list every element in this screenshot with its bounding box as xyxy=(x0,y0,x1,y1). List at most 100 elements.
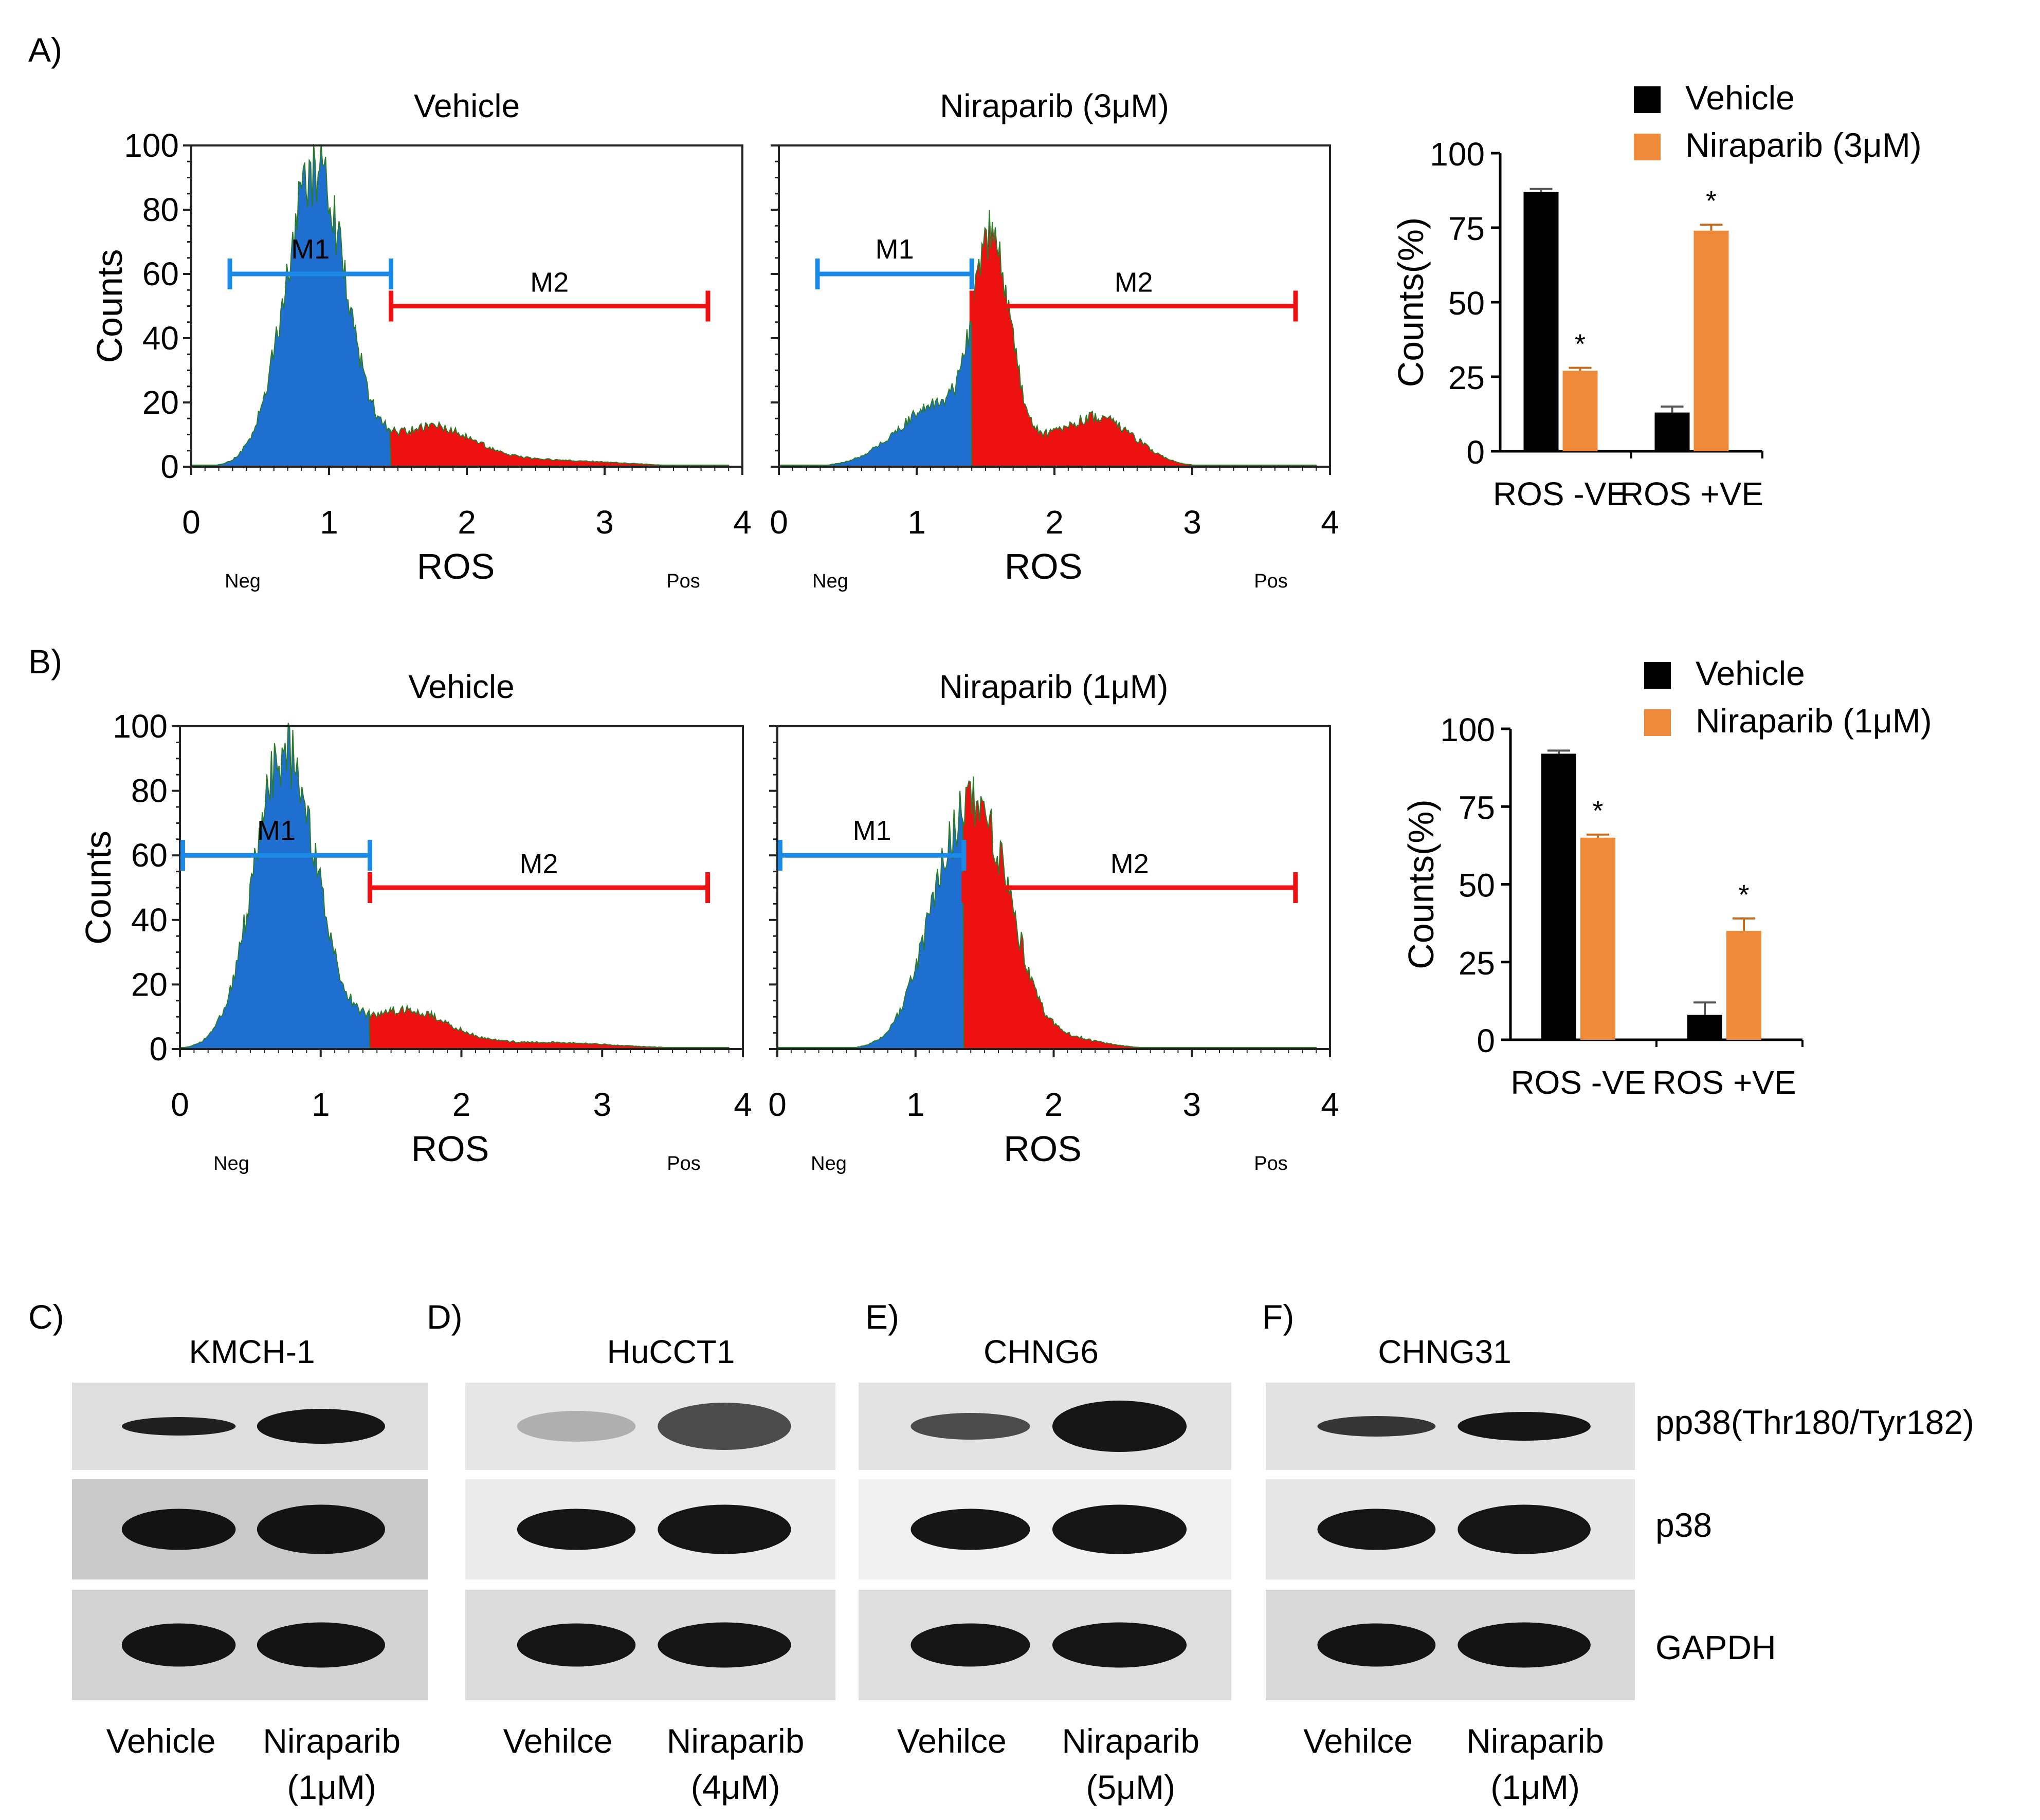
flow-histogram-a-niraparib: Niraparib (3μM) 0 1 2 3 4 ROS Neg Pos M1 M2 xyxy=(770,87,1339,592)
y-tick-label: 100 xyxy=(124,127,179,164)
histogram-positive-area xyxy=(971,210,1317,467)
protein-band xyxy=(1317,1416,1436,1437)
histogram-negative-area xyxy=(191,144,392,467)
x-tick-label: 3 xyxy=(595,504,614,541)
protein-label: pp38(Thr180/Tyr182) xyxy=(1655,1403,1974,1441)
x-tick-label: 4 xyxy=(1321,504,1339,541)
y-tick-label: 25 xyxy=(1448,359,1485,396)
cell-line-name: KMCH-1 xyxy=(189,1333,315,1370)
y-tick-label: 40 xyxy=(142,320,179,357)
bar-1-1 xyxy=(1726,931,1761,1040)
x-tick-label: 4 xyxy=(734,1086,752,1123)
y-tick-label: 20 xyxy=(131,966,168,1003)
bar-0-0 xyxy=(1523,192,1559,451)
y-tick-label: 100 xyxy=(1430,136,1485,173)
y-tick-label: 50 xyxy=(1448,285,1485,322)
protein-band xyxy=(1458,1412,1591,1441)
protein-band xyxy=(121,1623,236,1667)
legend-label: Vehicle xyxy=(1685,79,1795,117)
y-tick-label: 20 xyxy=(142,384,179,421)
panel-label-b: B) xyxy=(28,642,62,681)
y-tick-label: 25 xyxy=(1459,945,1495,982)
significance-mark: * xyxy=(1738,879,1749,910)
x-tick-label: 1 xyxy=(320,504,338,541)
gate-m2-label: M2 xyxy=(1110,849,1149,879)
blot-panel-label: E) xyxy=(865,1298,899,1336)
neg-label: Neg xyxy=(812,571,848,592)
lane-label: Vehilce xyxy=(1303,1722,1413,1760)
protein-band xyxy=(1458,1504,1591,1554)
bar-chart-b: 0 25 50 75 100 Counts(%) ROS -VE * ROS +VE * Vehic… xyxy=(1401,654,1932,1101)
y-tick-label: 80 xyxy=(142,191,179,228)
flow-title: Vehicle xyxy=(414,87,520,124)
protein-band xyxy=(257,1622,385,1668)
y-axis-label: Counts(%) xyxy=(1401,799,1441,969)
y-tick-label: 0 xyxy=(1466,434,1485,471)
x-tick-label: 2 xyxy=(452,1086,471,1123)
flow-histogram-b-vehicle: Vehicle 0 20 40 60 80 100 0 1 2 3 4 ROS Neg Pos Counts M… xyxy=(78,668,752,1174)
pos-label: Pos xyxy=(1254,1153,1287,1174)
y-tick-label: 80 xyxy=(131,773,168,810)
legend-swatch xyxy=(1644,662,1671,689)
pos-label: Pos xyxy=(666,571,700,592)
category-label: ROS -VE xyxy=(1493,475,1628,512)
protein-band xyxy=(658,1403,791,1450)
lane-label: (1μM) xyxy=(287,1768,376,1806)
y-tick-label: 0 xyxy=(149,1031,168,1068)
x-tick-label: 3 xyxy=(593,1086,611,1123)
x-axis-label: ROS xyxy=(1005,546,1083,586)
bar-1-1 xyxy=(1693,230,1729,451)
histogram-positive-area xyxy=(368,1004,730,1050)
protein-band xyxy=(1052,1622,1187,1668)
lane-label: Vehilce xyxy=(897,1722,1007,1760)
protein-band xyxy=(910,1623,1030,1667)
category-label: ROS +VE xyxy=(1652,1064,1796,1101)
y-tick-label: 40 xyxy=(131,902,168,939)
legend-swatch xyxy=(1634,134,1661,160)
protein-label: GAPDH xyxy=(1655,1628,1776,1666)
x-tick-label: 2 xyxy=(1045,1086,1063,1123)
protein-band xyxy=(517,1411,636,1442)
x-tick-label: 2 xyxy=(458,504,476,541)
x-tick-label: 0 xyxy=(768,1086,787,1123)
x-tick-label: 1 xyxy=(312,1086,330,1123)
histogram-positive-area xyxy=(962,776,1317,1050)
bar-0-1 xyxy=(1654,412,1690,451)
y-tick-label: 60 xyxy=(142,255,179,292)
x-axis-label: ROS xyxy=(411,1129,489,1169)
y-axis-label: Counts xyxy=(78,831,118,945)
significance-mark: * xyxy=(1592,796,1603,826)
lane-label: (5μM) xyxy=(1086,1768,1175,1806)
protein-band xyxy=(910,1509,1030,1550)
neg-label: Neg xyxy=(213,1153,249,1174)
y-axis-label: Counts(%) xyxy=(1391,217,1431,388)
protein-band xyxy=(910,1413,1030,1440)
neg-label: Neg xyxy=(225,571,261,592)
significance-mark: * xyxy=(1575,329,1586,360)
gate-m2-label: M2 xyxy=(530,267,569,298)
category-label: ROS +VE xyxy=(1620,475,1763,512)
bar-1-0 xyxy=(1580,837,1615,1040)
x-tick-label: 4 xyxy=(1321,1086,1339,1123)
blot-panel-label: F) xyxy=(1262,1298,1294,1336)
protein-band xyxy=(121,1509,236,1550)
significance-mark: * xyxy=(1706,186,1717,216)
bar-0-1 xyxy=(1687,1015,1722,1040)
lane-label: Vehicle xyxy=(106,1722,216,1760)
x-tick-label: 0 xyxy=(182,504,201,541)
gate-m1-label: M1 xyxy=(876,234,914,265)
bar-chart-a: 0 25 50 75 100 Counts(%) ROS -VE * ROS +VE * Vehic… xyxy=(1391,79,1922,512)
x-tick-label: 4 xyxy=(733,504,752,541)
pos-label: Pos xyxy=(667,1153,700,1174)
lane-label: Niraparib xyxy=(1062,1722,1199,1760)
y-tick-label: 60 xyxy=(131,837,168,874)
bar-1-0 xyxy=(1562,371,1598,451)
y-tick-label: 100 xyxy=(1440,711,1495,748)
lane-label: Niraparib xyxy=(263,1722,400,1760)
protein-band xyxy=(257,1504,385,1554)
y-tick-label: 0 xyxy=(1477,1022,1495,1059)
x-tick-label: 0 xyxy=(171,1086,189,1123)
lane-label: Vehilce xyxy=(503,1722,613,1760)
lane-label: Niraparib xyxy=(1466,1722,1604,1760)
